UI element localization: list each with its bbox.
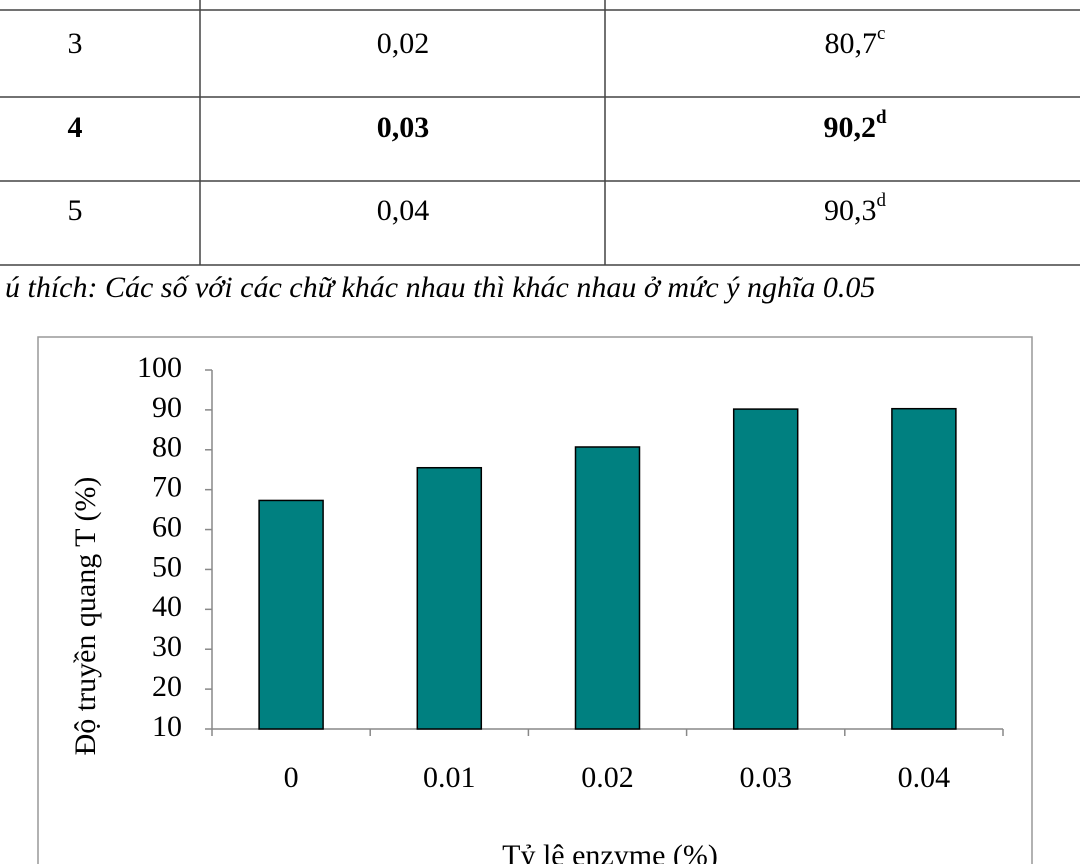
bar — [258, 499, 324, 730]
chart-frame — [37, 336, 1033, 864]
x-tick-label: 0.01 — [423, 761, 476, 794]
x-tick-label: 0.04 — [898, 761, 951, 794]
cell-value: 80,7 — [825, 27, 878, 60]
superscript: d — [876, 107, 887, 128]
table-cell: 80,7c — [825, 23, 886, 60]
bar — [416, 466, 483, 730]
y-tick-label: 20 — [152, 670, 182, 703]
y-tick-label: 40 — [152, 590, 182, 623]
table-cell: 0,04 — [377, 194, 430, 227]
table-cell: 90,2d — [823, 107, 887, 144]
bar — [891, 407, 957, 730]
y-tick-label: 10 — [152, 710, 182, 743]
x-tick-label: 0 — [284, 761, 299, 794]
y-tick-label: 100 — [137, 351, 182, 384]
table-cell: 4 — [68, 111, 83, 144]
table-lines — [0, 0, 1080, 266]
y-tick-label: 70 — [152, 471, 182, 504]
y-tick-label: 60 — [152, 510, 182, 543]
cell-value: 90,3 — [824, 194, 877, 227]
x-tick-label: 0.03 — [739, 761, 792, 794]
bar — [732, 408, 799, 730]
superscript: c — [877, 23, 885, 44]
y-tick-label: 90 — [152, 391, 182, 424]
table-cell: 0,02 — [377, 27, 430, 60]
superscript: d — [877, 190, 887, 211]
x-tick-label: 0.02 — [581, 761, 634, 794]
y-axis-label: Độ truyền quang T (%) — [69, 477, 102, 756]
table-cell: 90,3d — [824, 190, 887, 227]
table-cell: 3 — [68, 27, 83, 60]
y-tick-label: 30 — [152, 630, 182, 663]
x-axis-label: Tỷ lệ enzyme (%) — [502, 839, 718, 864]
bar — [574, 446, 641, 730]
cell-value: 90,2 — [823, 111, 876, 144]
caption: ú thích: Các số với các chữ khác nhau th… — [5, 271, 875, 304]
table-cell: 5 — [68, 194, 83, 227]
y-tick-label: 80 — [152, 431, 182, 464]
y-tick-label: 50 — [152, 550, 182, 583]
table-cell: 0,03 — [377, 111, 430, 144]
